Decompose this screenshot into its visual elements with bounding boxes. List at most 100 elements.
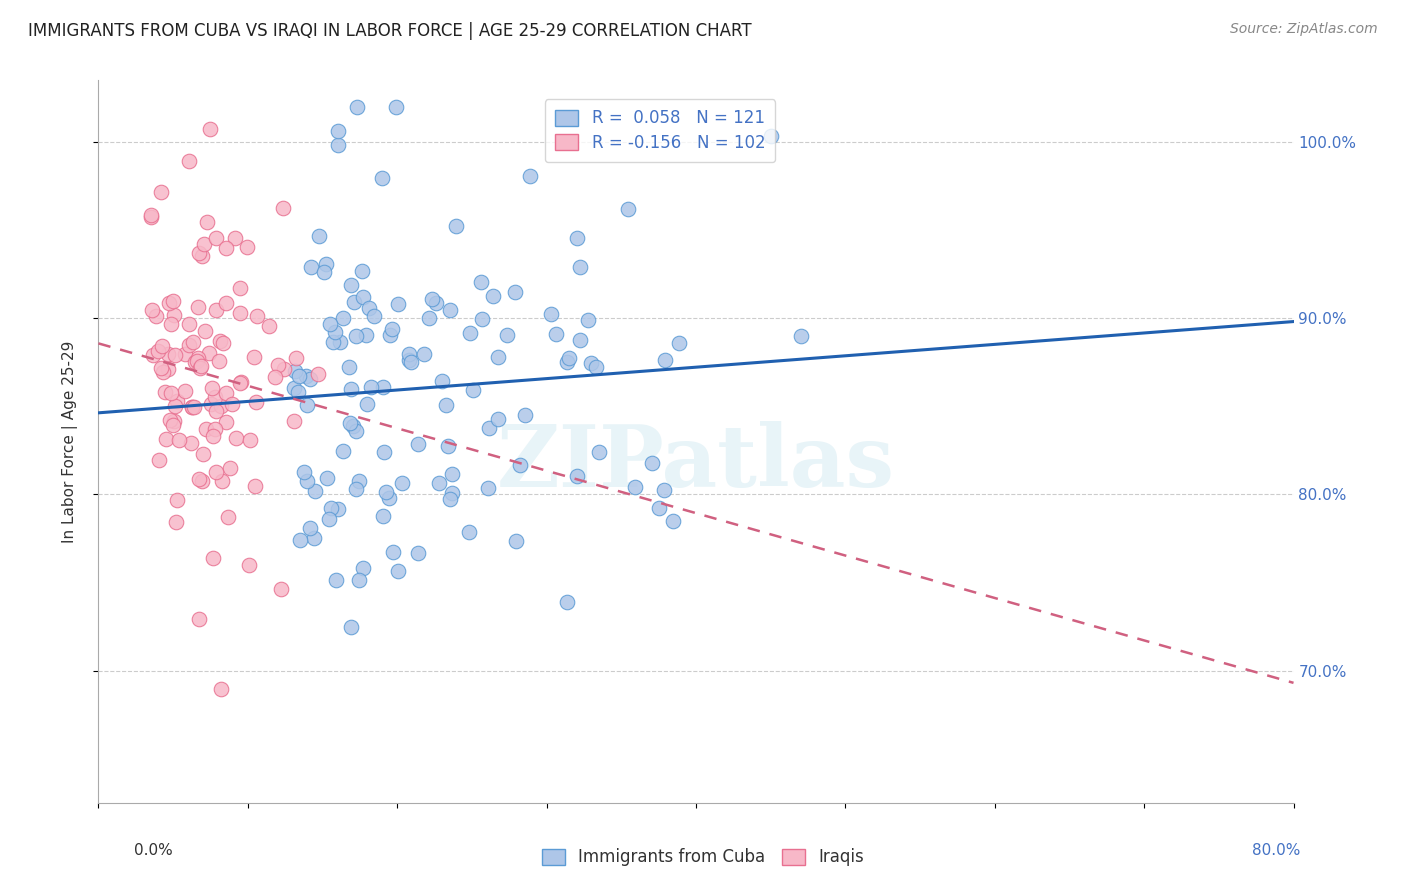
Point xyxy=(565,469,588,483)
Point xyxy=(339,416,361,430)
Point xyxy=(165,516,187,530)
Point xyxy=(363,309,385,323)
Point xyxy=(225,431,247,445)
Point xyxy=(204,303,226,318)
Point xyxy=(180,400,202,414)
Point xyxy=(434,398,457,412)
Point xyxy=(187,612,209,626)
Point xyxy=(209,682,232,697)
Point xyxy=(568,334,591,348)
Point xyxy=(159,412,181,426)
Point xyxy=(471,312,494,326)
Point xyxy=(371,379,394,393)
Point xyxy=(648,501,671,516)
Point xyxy=(295,398,318,412)
Point xyxy=(460,326,482,340)
Point xyxy=(328,124,350,138)
Point xyxy=(150,185,173,199)
Point xyxy=(581,356,603,370)
Point xyxy=(205,231,228,245)
Point xyxy=(398,352,420,367)
Text: ZIPatlas: ZIPatlas xyxy=(496,421,896,505)
Point xyxy=(243,350,266,364)
Point xyxy=(557,594,579,608)
Point xyxy=(312,265,335,279)
Point xyxy=(187,351,209,366)
Point xyxy=(486,350,509,364)
Point xyxy=(568,260,591,275)
Point xyxy=(266,358,288,372)
Point xyxy=(211,474,233,488)
Point xyxy=(430,374,453,388)
Point xyxy=(201,381,224,395)
Point xyxy=(350,264,373,278)
Point xyxy=(195,215,218,229)
Point xyxy=(160,317,183,331)
Point xyxy=(387,297,409,311)
Legend: Immigrants from Cuba, Iraqis: Immigrants from Cuba, Iraqis xyxy=(534,842,872,873)
Point xyxy=(662,514,685,528)
Point xyxy=(509,458,531,473)
Point xyxy=(373,445,395,459)
Point xyxy=(186,354,208,368)
Point xyxy=(616,202,638,216)
Point xyxy=(576,313,599,327)
Point xyxy=(245,309,267,323)
Point xyxy=(326,138,349,153)
Point xyxy=(326,502,349,516)
Point xyxy=(180,436,202,450)
Point xyxy=(183,401,205,415)
Point xyxy=(301,260,323,274)
Point xyxy=(145,309,167,323)
Point xyxy=(356,397,378,411)
Point xyxy=(329,334,352,349)
Point xyxy=(150,339,173,353)
Point xyxy=(319,317,342,331)
Point xyxy=(322,334,344,349)
Point xyxy=(284,351,307,365)
Point xyxy=(315,257,337,271)
Point xyxy=(217,510,239,524)
Point xyxy=(166,493,188,508)
Point xyxy=(439,492,461,507)
Point xyxy=(307,367,329,381)
Point xyxy=(174,384,197,399)
Point xyxy=(325,573,347,587)
Point xyxy=(198,345,221,359)
Point xyxy=(163,308,186,322)
Point xyxy=(167,434,190,448)
Point xyxy=(243,479,266,493)
Point xyxy=(588,444,610,458)
Point xyxy=(344,482,367,496)
Point xyxy=(215,415,238,429)
Point xyxy=(382,544,405,558)
Point xyxy=(343,295,366,310)
Point xyxy=(294,368,316,383)
Point xyxy=(141,208,163,222)
Point xyxy=(378,491,401,505)
Point xyxy=(292,465,315,479)
Point xyxy=(387,564,409,578)
Point xyxy=(174,347,197,361)
Text: 80.0%: 80.0% xyxy=(1253,843,1301,858)
Text: Source: ZipAtlas.com: Source: ZipAtlas.com xyxy=(1230,22,1378,37)
Point xyxy=(187,472,209,486)
Point xyxy=(191,249,214,263)
Point xyxy=(229,306,252,320)
Point xyxy=(298,372,321,386)
Point xyxy=(371,508,394,523)
Point xyxy=(284,364,307,378)
Point xyxy=(229,376,252,390)
Point xyxy=(224,231,246,245)
Point xyxy=(374,485,396,500)
Point xyxy=(478,420,501,434)
Point xyxy=(162,293,184,308)
Point xyxy=(505,533,527,548)
Point xyxy=(496,328,519,343)
Point xyxy=(352,290,374,304)
Point xyxy=(360,380,382,394)
Point xyxy=(441,467,464,481)
Point xyxy=(519,169,541,183)
Point xyxy=(283,414,305,428)
Point xyxy=(624,481,647,495)
